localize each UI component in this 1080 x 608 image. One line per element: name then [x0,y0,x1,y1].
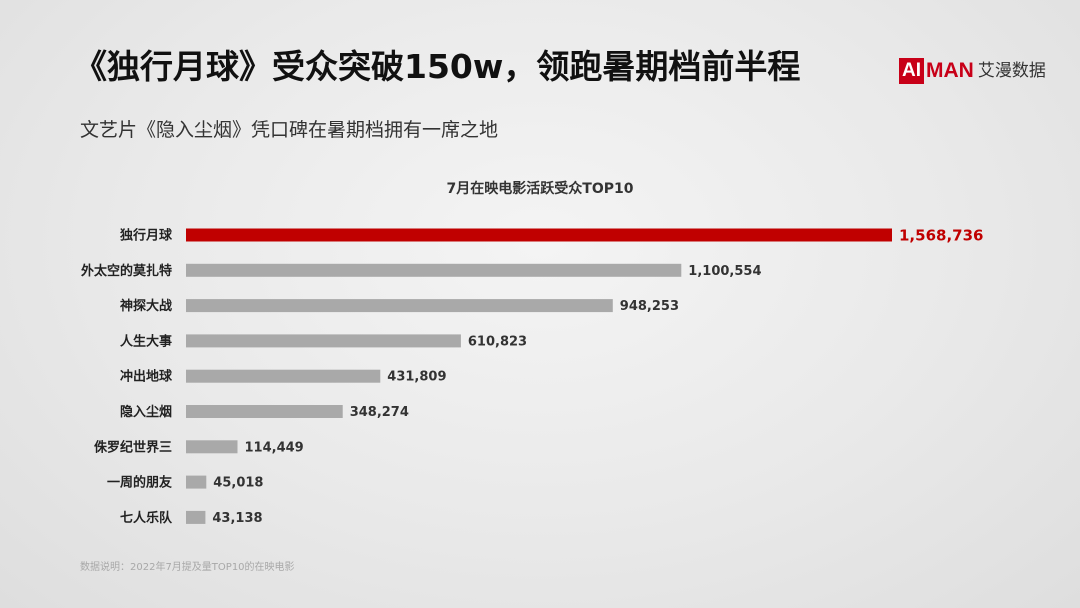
bar-4 [186,369,381,383]
value-label-5: 348,274 [350,405,409,420]
logo-ai-mark: AI [899,58,924,84]
category-label-3: 人生大事 [120,333,172,349]
category-label-6: 侏罗纪世界三 [94,439,172,455]
category-label-8: 七人乐队 [120,510,173,526]
bar-3 [186,334,461,348]
bar-0 [186,228,892,242]
category-label-0: 独行月球 [120,228,173,244]
chart-title: 7月在映电影活跃受众TOP10 [446,181,634,197]
category-label-2: 神探大战 [120,298,172,314]
category-label-5: 隐入尘烟 [120,404,172,420]
page-subtitle: 文艺片《隐入尘烟》凭口碑在暑期档拥有一席之地 [80,119,499,141]
bar-6 [186,440,238,454]
data-note: 数据说明：2022年7月提及量TOP10的在映电影 [80,562,295,573]
value-label-0: 1,568,736 [899,227,983,245]
bar-1 [186,263,682,277]
bar-7 [186,475,207,489]
value-label-6: 114,449 [245,440,304,455]
logo-man-text: MAN [926,59,974,82]
value-label-8: 43,138 [212,511,262,526]
bar-2 [186,299,613,313]
bar-5 [186,405,343,418]
value-label-2: 948,253 [620,299,679,314]
category-label-4: 冲出地球 [120,369,173,385]
category-label-1: 外太空的莫扎特 [80,263,172,279]
logo-chinese-name: 艾漫数据 [977,61,1046,81]
category-label-7: 一周的朋友 [107,475,172,491]
page-title: 《独行月球》受众突破150w，领跑暑期档前半程 [74,47,801,86]
value-label-7: 45,018 [213,476,263,491]
value-label-4: 431,809 [387,370,446,385]
value-label-3: 610,823 [468,334,527,349]
bar-8 [186,510,206,524]
value-label-1: 1,100,554 [688,264,761,279]
brand-logo: AI MAN 艾漫数据 [899,58,1046,84]
